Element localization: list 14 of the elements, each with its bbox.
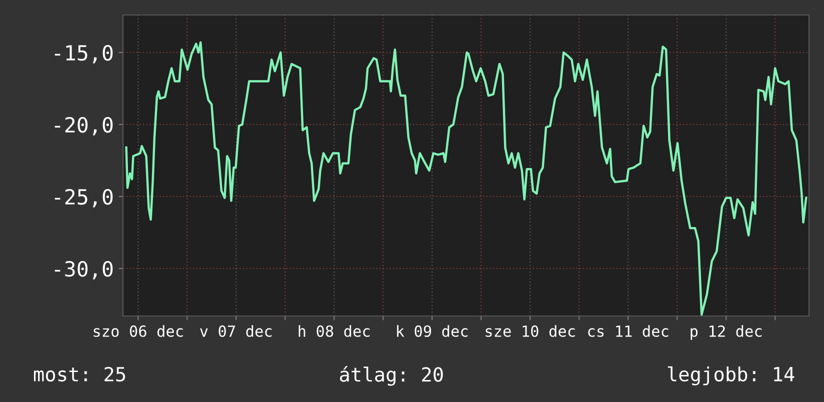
x-tick-label: h 08 dec	[298, 325, 370, 337]
y-tick-label: -20,0	[54, 116, 113, 136]
text: legjobb: 14	[668, 366, 794, 386]
y-tick-label: -30,0	[54, 260, 113, 280]
y-tick-label: -15,0	[54, 44, 113, 64]
y-tick-label: -25,0	[54, 188, 113, 208]
x-tick-label: p 12 dec	[690, 325, 762, 340]
x-tick-label: sze 10 dec	[486, 325, 575, 337]
text: most: 25	[34, 366, 126, 382]
x-tick-label: v 07 dec	[200, 325, 272, 337]
x-tick-label: k 09 dec	[397, 325, 468, 337]
x-tick-label: cs 11 dec	[588, 325, 668, 337]
x-tick-label: szo 06 dec	[94, 325, 183, 337]
text: átlag: 20	[340, 366, 443, 386]
